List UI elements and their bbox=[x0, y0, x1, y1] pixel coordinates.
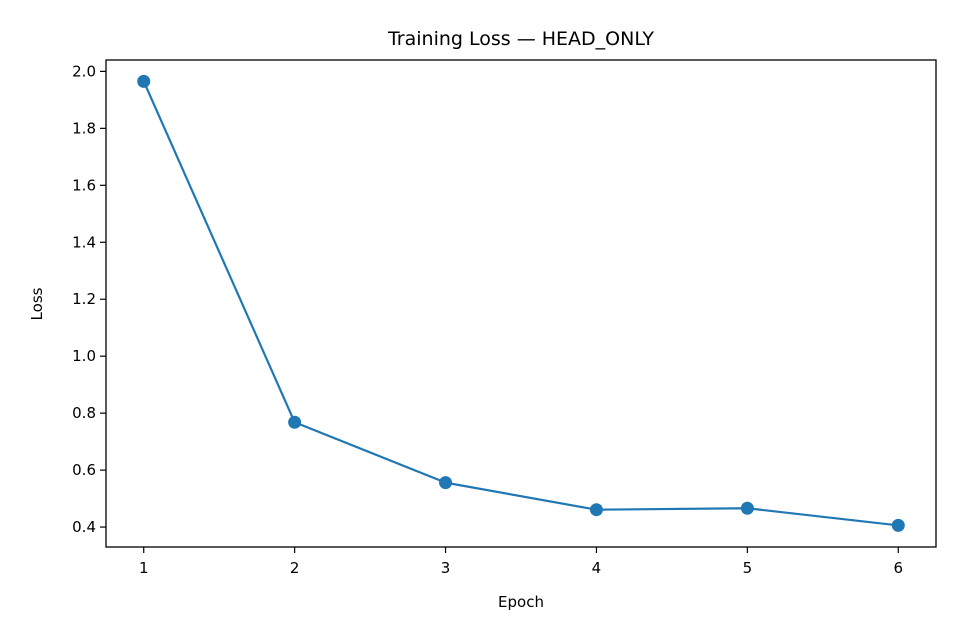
data-point bbox=[137, 74, 151, 88]
chart-title: Training Loss — HEAD_ONLY bbox=[387, 28, 654, 50]
data-point bbox=[891, 518, 905, 532]
data-point bbox=[589, 503, 603, 517]
x-tick-label: 2 bbox=[290, 559, 300, 577]
y-tick-label: 1.2 bbox=[72, 290, 96, 308]
data-point bbox=[740, 501, 754, 515]
y-tick-label: 0.8 bbox=[72, 404, 96, 422]
y-tick-label: 2.0 bbox=[72, 62, 96, 80]
x-axis-label: Epoch bbox=[498, 593, 544, 611]
y-tick-label: 1.8 bbox=[72, 119, 96, 137]
y-tick-label: 1.4 bbox=[72, 233, 96, 251]
data-point bbox=[439, 476, 453, 490]
x-tick-label: 5 bbox=[743, 559, 753, 577]
series-line bbox=[142, 80, 900, 527]
y-tick-label: 0.6 bbox=[72, 461, 96, 479]
y-tick-label: 0.4 bbox=[72, 518, 96, 536]
y-tick-label: 1.0 bbox=[72, 347, 96, 365]
x-tick-label: 3 bbox=[441, 559, 451, 577]
x-tick-label: 1 bbox=[139, 559, 149, 577]
y-tick-label: 1.6 bbox=[72, 176, 96, 194]
x-tick-label: 4 bbox=[592, 559, 602, 577]
y-axis-label: Loss bbox=[28, 287, 46, 320]
plot-frame bbox=[105, 59, 937, 548]
series-layer bbox=[137, 74, 905, 532]
data-point bbox=[288, 415, 302, 429]
x-tick-label: 6 bbox=[893, 559, 903, 577]
ticks-layer: 1 2 3 4 5 6 0.4 0.6 0.8 1.0 1.2 1.4 1.6 1.8 2.0 bbox=[72, 62, 903, 577]
